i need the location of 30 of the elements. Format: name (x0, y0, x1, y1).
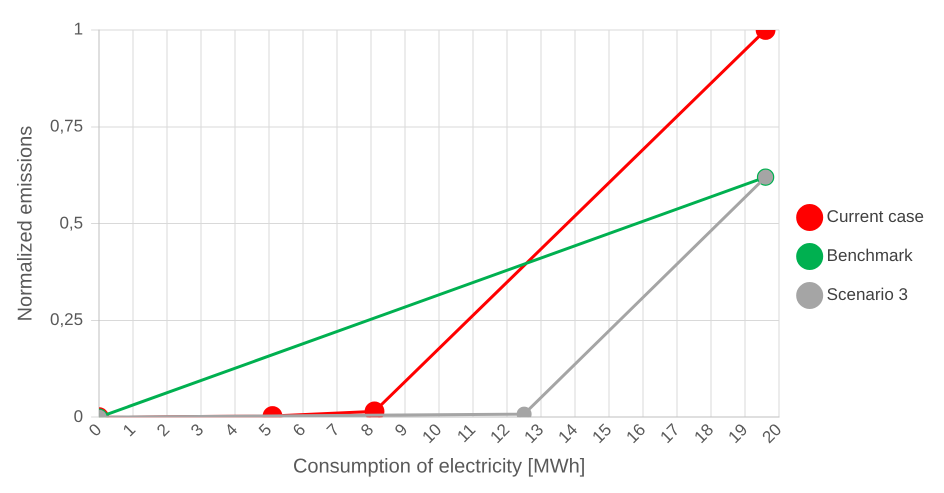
legend-label: Benchmark (826, 246, 914, 266)
x-tick-label: 6 (289, 420, 310, 440)
x-tick-label: 19 (724, 420, 752, 447)
legend-label: Scenario 3 (826, 285, 908, 304)
x-tick-label: 5 (255, 420, 276, 440)
x-tick-label: 10 (418, 420, 446, 447)
y-tick-label: 0,75 (50, 116, 84, 136)
x-tick-label: 13 (520, 420, 548, 447)
x-tick-label: 3 (187, 420, 208, 440)
x-tick-label: 4 (221, 420, 242, 440)
y-tick-label: 0 (74, 406, 84, 426)
x-tick-label: 12 (486, 420, 514, 447)
x-tick-label: 7 (323, 420, 344, 440)
y-tick-label: 0,5 (59, 213, 84, 232)
y-axis-title: Normalized emissions (14, 126, 37, 322)
x-tick-label: 15 (588, 420, 616, 447)
y-tick-label: 0,25 (50, 310, 84, 330)
x-tick-label: 8 (357, 420, 378, 440)
x-tick-label: 14 (554, 420, 582, 447)
x-tick-label: 18 (690, 420, 718, 447)
y-tick-label: 1 (74, 20, 84, 39)
x-tick-label: 9 (391, 420, 412, 440)
x-tick-label: 11 (453, 420, 480, 446)
x-tick-label: 1 (119, 420, 140, 440)
x-axis-title: Consumption of electricity [MWh] (292, 456, 586, 478)
x-tick-label: 17 (656, 420, 684, 447)
x-tick-label: 16 (622, 420, 650, 447)
x-tick-label: 20 (758, 420, 786, 447)
legend-label: Current case (826, 207, 924, 226)
x-tick-label: 2 (153, 420, 174, 440)
